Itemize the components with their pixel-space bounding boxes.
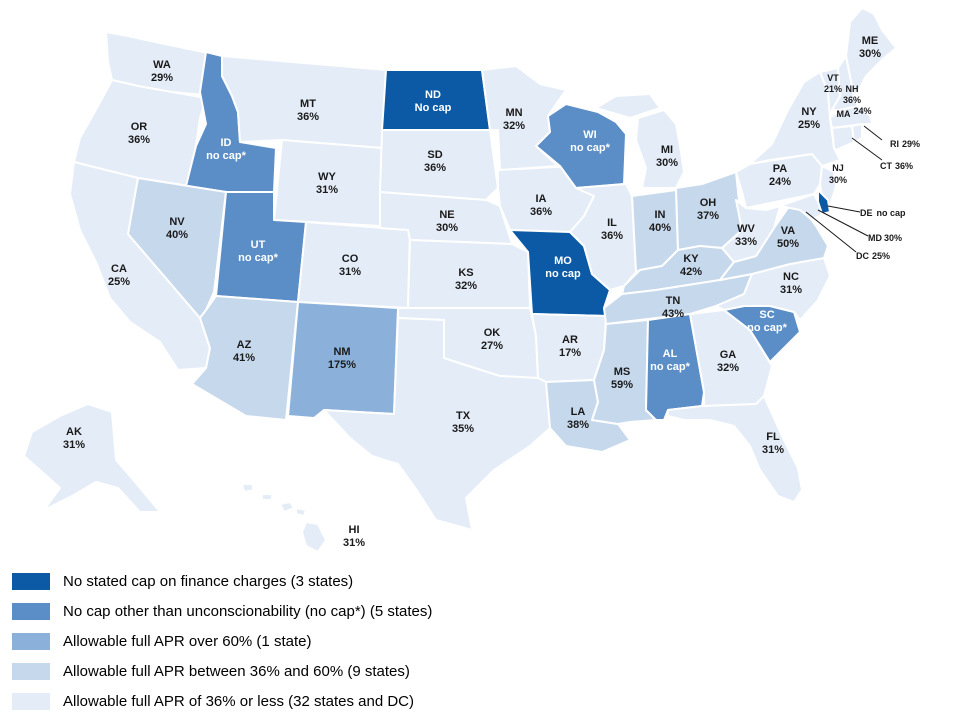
state-label-hi: HI 31% bbox=[343, 524, 365, 549]
state-label-wi: WI no cap* bbox=[570, 129, 610, 154]
state-label-vt: VT 21% bbox=[824, 73, 842, 94]
state-wv[interactable] bbox=[721, 199, 781, 263]
legend-item-over-60: Allowable full APR over 60% (1 state) bbox=[12, 626, 432, 656]
state-label-ak: AK 31% bbox=[63, 426, 85, 451]
state-label-al: AL no cap* bbox=[650, 348, 690, 373]
state-label-mi: MI 30% bbox=[656, 144, 678, 169]
state-label-ca: CA 25% bbox=[108, 263, 130, 288]
state-label-nd: ND No cap bbox=[415, 89, 452, 114]
legend-swatch bbox=[12, 602, 50, 620]
state-il[interactable] bbox=[569, 183, 637, 291]
state-label-ky: KY 42% bbox=[680, 253, 702, 278]
state-wy[interactable] bbox=[273, 139, 383, 227]
state-sd[interactable] bbox=[379, 129, 499, 201]
state-ct[interactable] bbox=[831, 125, 855, 151]
state-label-tx: TX 35% bbox=[452, 410, 474, 435]
state-label-wy: WY 31% bbox=[316, 171, 338, 196]
state-label-ok: OK 27% bbox=[481, 327, 503, 352]
state-label-me: ME 30% bbox=[859, 35, 881, 60]
state-label-or: OR 36% bbox=[128, 121, 150, 146]
state-label-wa: WA 29% bbox=[151, 59, 173, 84]
state-label-mt: MT 36% bbox=[297, 98, 319, 123]
state-label-co: CO 31% bbox=[339, 253, 361, 278]
state-label-pa: PA 24% bbox=[769, 163, 791, 188]
state-label-il: IL 36% bbox=[601, 217, 623, 242]
state-label-az: AZ 41% bbox=[233, 339, 255, 364]
state-label-mn: MN 32% bbox=[503, 107, 525, 132]
state-label-ar: AR 17% bbox=[559, 334, 581, 359]
state-label-ri: RI 29% bbox=[890, 139, 920, 149]
state-label-ma: MA 24% bbox=[836, 106, 871, 119]
state-me[interactable] bbox=[845, 7, 897, 97]
state-ri[interactable] bbox=[851, 123, 863, 143]
state-label-sc: SC no cap* bbox=[747, 309, 787, 334]
state-hi[interactable] bbox=[241, 483, 327, 553]
state-label-nh: NH 36% bbox=[843, 84, 861, 105]
leader-lines bbox=[805, 125, 883, 253]
state-label-in: IN 40% bbox=[649, 209, 671, 234]
state-co[interactable] bbox=[297, 221, 411, 309]
legend-label: Allowable full APR of 36% or less (32 st… bbox=[63, 692, 414, 710]
state-label-ks: KS 32% bbox=[455, 267, 477, 292]
state-label-nv: NV 40% bbox=[166, 216, 188, 241]
state-label-ms: MS 59% bbox=[611, 366, 633, 391]
state-label-de: DE no cap bbox=[860, 208, 906, 218]
state-label-id: ID no cap* bbox=[206, 137, 246, 162]
state-label-ia: IA 36% bbox=[530, 193, 552, 218]
state-mi[interactable] bbox=[595, 93, 685, 189]
state-label-ne: NE 30% bbox=[436, 209, 458, 234]
state-label-fl: FL 31% bbox=[762, 431, 784, 456]
legend-label: No stated cap on finance charges (3 stat… bbox=[63, 572, 354, 590]
legend-label: Allowable full APR over 60% (1 state) bbox=[63, 632, 312, 650]
state-ak[interactable] bbox=[23, 403, 161, 513]
legend-swatch bbox=[12, 572, 50, 590]
legend-swatch bbox=[12, 692, 50, 710]
state-label-oh: OH 37% bbox=[697, 197, 719, 222]
state-label-ny: NY 25% bbox=[798, 106, 820, 131]
legend-item-no-cap: No stated cap on finance charges (3 stat… bbox=[12, 566, 432, 596]
legend-label: Allowable full APR between 36% and 60% (… bbox=[63, 662, 410, 680]
us-state-map: WA 29% OR 36% CA 25% ID no cap* NV 40% MT 36% … bbox=[23, 7, 920, 553]
state-label-md: MD 30% bbox=[868, 233, 902, 243]
legend-swatch bbox=[12, 632, 50, 650]
state-label-dc: DC 25% bbox=[856, 251, 890, 261]
state-label-ct: CT 36% bbox=[880, 161, 913, 171]
state-label-ga: GA 32% bbox=[717, 349, 739, 374]
state-md[interactable] bbox=[779, 193, 823, 221]
legend-item-36-to-60: Allowable full APR between 36% and 60% (… bbox=[12, 656, 432, 686]
legend: No stated cap on finance charges (3 stat… bbox=[12, 566, 432, 716]
state-label-tn: TN 43% bbox=[662, 295, 684, 320]
state-label-va: VA 50% bbox=[777, 225, 799, 250]
legend-item-36-or-less: Allowable full APR of 36% or less (32 st… bbox=[12, 686, 432, 716]
state-label-sd: SD 36% bbox=[424, 149, 446, 174]
state-label-nc: NC 31% bbox=[780, 271, 802, 296]
state-label-wv: WV 33% bbox=[735, 223, 757, 248]
state-label-la: LA 38% bbox=[567, 406, 589, 431]
state-fl[interactable] bbox=[667, 395, 803, 503]
state-label-nm: NM 175% bbox=[328, 346, 356, 371]
state-label-mo: MO no cap bbox=[545, 255, 581, 280]
state-tx[interactable] bbox=[323, 317, 551, 531]
state-label-ut: UT no cap* bbox=[238, 239, 278, 264]
legend-label: No cap other than unconscionability (no … bbox=[63, 602, 433, 620]
state-label-nj: NJ 30% bbox=[829, 163, 847, 185]
state-wa[interactable] bbox=[105, 31, 223, 97]
legend-item-no-cap-star: No cap other than unconscionability (no … bbox=[12, 596, 432, 626]
legend-swatch bbox=[12, 662, 50, 680]
